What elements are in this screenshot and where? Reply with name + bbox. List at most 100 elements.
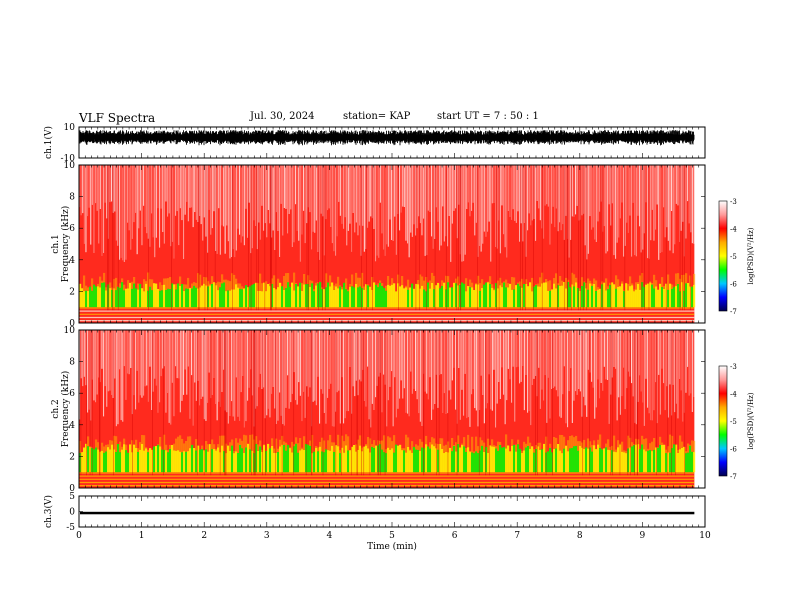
colorbar-label: log(PSD)(V²/Hz) (747, 227, 755, 284)
band-cell (215, 450, 218, 473)
band-cell (531, 446, 534, 473)
band-cell (555, 437, 558, 449)
noise-streak (450, 165, 452, 262)
noise-streak (128, 330, 130, 375)
noise-streak (661, 330, 663, 369)
band-cell (657, 447, 660, 448)
noise-streak (370, 330, 372, 428)
noise-streak (258, 330, 260, 388)
band-cell (241, 448, 244, 473)
band-cell (195, 287, 198, 308)
band-cell (419, 274, 422, 289)
band-cell (411, 283, 414, 308)
noise-streak (576, 165, 578, 206)
noise-streak (635, 330, 637, 425)
band-cell (87, 287, 90, 291)
band-cell (261, 449, 264, 452)
band-cell (473, 451, 476, 454)
noise-streak (554, 165, 556, 228)
band-cell (331, 442, 334, 446)
noise-streak (442, 330, 444, 413)
band-cell (425, 277, 428, 292)
noise-streak (386, 330, 388, 427)
band-cell (227, 445, 230, 473)
noise-streak (691, 165, 693, 244)
noise-streak (591, 330, 593, 382)
colorbar (718, 200, 728, 312)
noise-streak (208, 165, 210, 210)
band-cell (635, 438, 638, 445)
band-cell (437, 449, 440, 473)
noise-streak (605, 165, 607, 254)
noise-streak (130, 330, 132, 368)
band-cell (161, 290, 164, 308)
band-cell (361, 447, 364, 452)
noise-streak (344, 330, 346, 419)
noise-streak (314, 165, 316, 233)
band-cell (533, 449, 536, 453)
band-cell (381, 283, 384, 286)
noise-streak (600, 330, 602, 383)
band-cell (217, 290, 220, 308)
noise-streak (133, 330, 135, 396)
noise-streak (631, 165, 633, 257)
band-cell (477, 275, 480, 285)
band-cell (647, 283, 650, 308)
band-cell (155, 283, 158, 308)
noise-streak (223, 330, 225, 370)
band-cell (439, 438, 442, 444)
band-cell (249, 449, 252, 473)
noise-streak (418, 330, 420, 414)
band-cell (313, 451, 316, 473)
noise-streak (354, 330, 356, 397)
band-cell (285, 273, 288, 289)
band-cell (437, 444, 440, 450)
band-cell (403, 287, 406, 289)
band-cell (571, 448, 574, 473)
noise-streak (571, 165, 573, 217)
band-cell (405, 287, 408, 308)
band-cell (179, 276, 182, 286)
noise-streak (573, 330, 575, 401)
noise-streak (85, 165, 87, 253)
band-cell (121, 282, 124, 308)
band-cell (469, 451, 472, 473)
noise-streak (283, 165, 285, 208)
noise-streak (693, 330, 695, 397)
band-cell (281, 286, 284, 308)
band-cell (607, 286, 610, 290)
band-cell (635, 282, 638, 290)
band-cell (407, 437, 410, 447)
band-cell (663, 285, 666, 289)
band-cell (663, 288, 666, 308)
noise-streak (250, 165, 252, 254)
noise-streak (426, 330, 428, 394)
band-cell (589, 280, 592, 284)
y-axis-label: ch.2 Frequency (kHz) (51, 371, 71, 448)
noise-streak (607, 165, 609, 252)
noise-streak (669, 165, 671, 251)
noise-streak (677, 165, 679, 206)
band-cell (303, 436, 306, 451)
band-cell (199, 287, 202, 308)
band-cell (515, 285, 518, 308)
band-cell (563, 436, 566, 449)
band-cell (209, 285, 212, 308)
noise-streak (355, 330, 357, 381)
noise-streak (650, 165, 652, 241)
band-cell (271, 446, 274, 473)
noise-streak (354, 165, 356, 233)
band-cell (627, 290, 630, 308)
band-cell (643, 439, 646, 450)
noise-streak (216, 330, 218, 421)
band-cell (649, 443, 652, 451)
band-cell (687, 283, 690, 308)
noise-streak (370, 165, 372, 217)
noise-streak (277, 165, 279, 231)
noise-streak (104, 165, 106, 203)
band-cell (469, 287, 472, 308)
noise-streak (522, 330, 524, 366)
noise-streak (263, 165, 265, 231)
band-cell (493, 446, 496, 473)
noise-streak (586, 330, 588, 417)
